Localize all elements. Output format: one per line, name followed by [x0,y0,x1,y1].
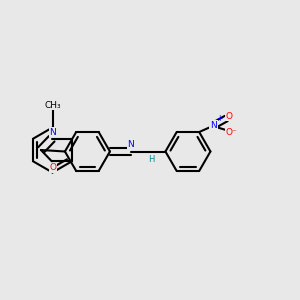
Text: N: N [128,140,134,149]
Text: CH₃: CH₃ [44,100,61,109]
Text: +: + [216,114,223,123]
Text: O⁻: O⁻ [226,128,238,137]
Text: N: N [49,128,56,137]
Text: O: O [226,112,233,121]
Text: H: H [148,154,154,164]
Text: O: O [50,163,57,172]
Text: N: N [210,121,217,130]
